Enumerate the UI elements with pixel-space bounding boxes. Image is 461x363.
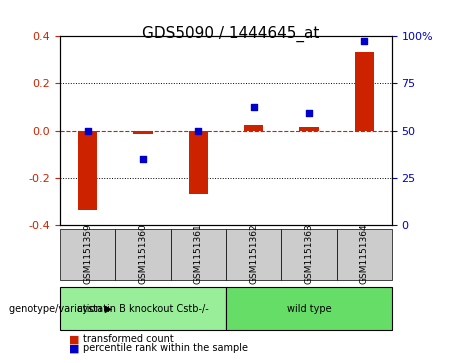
Point bbox=[250, 104, 257, 110]
Text: transformed count: transformed count bbox=[83, 334, 174, 344]
Bar bbox=[244, 125, 263, 131]
Text: ■: ■ bbox=[69, 343, 80, 354]
Text: genotype/variation ▶: genotype/variation ▶ bbox=[9, 303, 112, 314]
Text: GSM1151361: GSM1151361 bbox=[194, 224, 203, 285]
Point bbox=[305, 110, 313, 116]
Text: GSM1151363: GSM1151363 bbox=[304, 224, 313, 285]
Bar bbox=[189, 131, 208, 195]
Text: GSM1151362: GSM1151362 bbox=[249, 224, 258, 285]
Text: GSM1151360: GSM1151360 bbox=[138, 224, 148, 285]
Point bbox=[361, 38, 368, 44]
Text: percentile rank within the sample: percentile rank within the sample bbox=[83, 343, 248, 354]
Text: GSM1151364: GSM1151364 bbox=[360, 224, 369, 285]
Text: cystatin B knockout Cstb-/-: cystatin B knockout Cstb-/- bbox=[77, 303, 209, 314]
Text: wild type: wild type bbox=[287, 303, 331, 314]
Bar bbox=[355, 52, 374, 131]
Text: ■: ■ bbox=[69, 334, 80, 344]
Bar bbox=[78, 131, 97, 210]
Point bbox=[139, 156, 147, 162]
Text: GSM1151359: GSM1151359 bbox=[83, 224, 92, 285]
Point bbox=[84, 128, 91, 134]
Point bbox=[195, 128, 202, 134]
Bar bbox=[299, 127, 319, 131]
Bar bbox=[133, 131, 153, 134]
Text: GDS5090 / 1444645_at: GDS5090 / 1444645_at bbox=[142, 25, 319, 42]
